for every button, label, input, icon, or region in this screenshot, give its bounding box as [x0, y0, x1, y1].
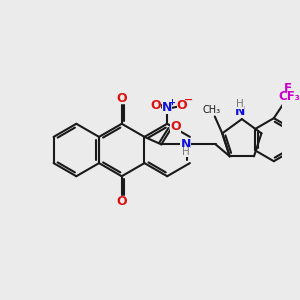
Text: H: H [182, 147, 190, 157]
Text: +: + [168, 98, 175, 107]
Text: H: H [236, 99, 244, 109]
Text: O: O [116, 92, 127, 105]
Text: CF₃: CF₃ [279, 90, 300, 103]
Text: O: O [116, 195, 127, 208]
Text: N: N [162, 101, 172, 114]
Text: O: O [177, 98, 188, 112]
Text: O: O [170, 120, 181, 133]
Text: F: F [284, 82, 292, 95]
Text: CH₃: CH₃ [203, 105, 221, 115]
Text: N: N [181, 138, 191, 151]
Text: −: − [184, 95, 194, 105]
Text: O: O [151, 98, 161, 112]
Text: N: N [235, 105, 245, 118]
